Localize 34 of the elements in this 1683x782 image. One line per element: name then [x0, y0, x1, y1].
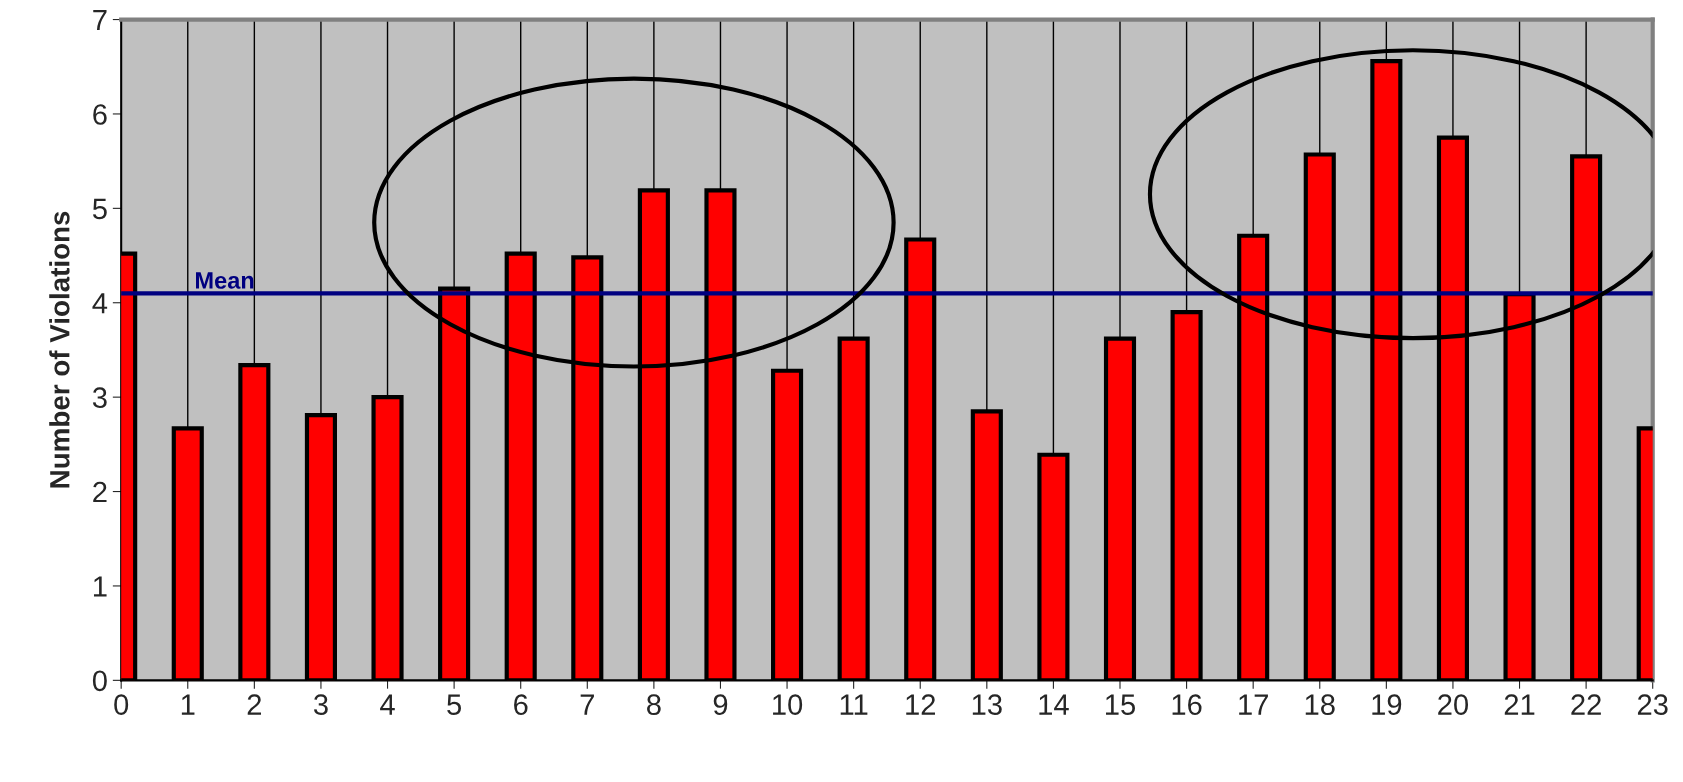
x-tick-label: 10 [773, 694, 803, 715]
x-tick-label: 17 [1239, 694, 1268, 715]
x-tick-label: 5 [447, 694, 462, 715]
x-tick-label: 2 [247, 694, 261, 715]
y-tick-label: 2 [93, 481, 107, 503]
x-tick-label: 0 [114, 694, 129, 715]
x-tick-label: 13 [972, 694, 1002, 715]
y-axis-title: Number of Violations [49, 211, 70, 488]
y-tick-label: 6 [93, 104, 107, 125]
y-tick-label: 5 [92, 198, 107, 220]
x-tick-label: 14 [1039, 694, 1069, 715]
x-tick-label: 6 [514, 694, 528, 715]
x-tick-label: 23 [1637, 694, 1668, 715]
x-tick-label: 20 [1438, 694, 1469, 715]
x-tick-label: 7 [580, 694, 594, 715]
x-tick-label: 18 [1305, 694, 1335, 715]
x-tick-label: 12 [906, 694, 935, 715]
x-tick-label: 1 [181, 694, 195, 715]
y-tick-label: 3 [92, 387, 107, 408]
x-tick-label: 15 [1106, 694, 1135, 715]
x-tick-label: 8 [647, 694, 661, 715]
y-tick-label: 1 [93, 576, 107, 597]
y-tick-label: 7 [93, 10, 107, 31]
x-tick-label: 9 [713, 694, 728, 715]
x-tick-label: 19 [1372, 694, 1402, 715]
y-tick-label: 4 [92, 293, 108, 314]
ref-line-label: Mean [196, 272, 254, 289]
x-tick-label: 22 [1571, 694, 1601, 715]
x-tick-label: 21 [1504, 694, 1535, 715]
x-tick-label: 4 [380, 694, 395, 715]
x-tick-label: 16 [1172, 694, 1202, 715]
x-tick-label: 3 [313, 694, 328, 715]
x-tick-label: 11 [840, 694, 868, 715]
y-tick-label: 0 [92, 670, 107, 692]
